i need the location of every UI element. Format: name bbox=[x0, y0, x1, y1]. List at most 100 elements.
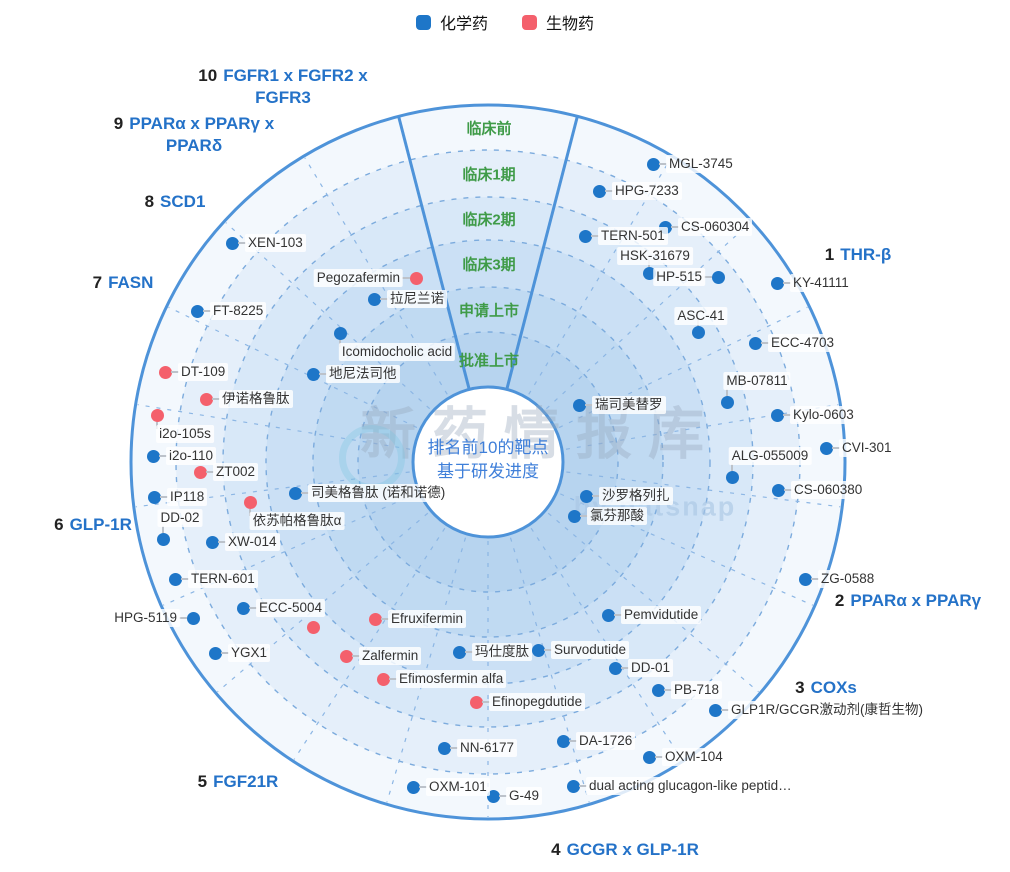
drug-point[interactable] bbox=[487, 790, 500, 803]
drug-label: CVI-301 bbox=[839, 439, 895, 457]
drug-point[interactable] bbox=[593, 185, 606, 198]
drug-label: CS-060304 bbox=[678, 218, 753, 236]
drug-point[interactable] bbox=[726, 471, 739, 484]
drug-point[interactable] bbox=[580, 490, 593, 503]
drug-point[interactable] bbox=[438, 742, 451, 755]
legend-item-bio[interactable]: 生物药 bbox=[522, 10, 594, 34]
center-title-line1: 排名前10的靶点 bbox=[427, 438, 549, 457]
label-connector bbox=[238, 242, 246, 244]
label-connector bbox=[389, 678, 397, 680]
drug-label: Zalfermin bbox=[359, 647, 422, 665]
drug-label: 司美格鲁肽 (诺和诺德) bbox=[308, 484, 449, 502]
stage-label: 临床2期 bbox=[462, 211, 516, 228]
drug-point[interactable] bbox=[709, 704, 722, 717]
drug-label: MGL-3745 bbox=[666, 155, 736, 173]
legend-item-chem[interactable]: 化学药 bbox=[415, 10, 488, 34]
legend: 化学药 生物药 bbox=[0, 10, 1010, 34]
drug-point[interactable] bbox=[200, 393, 213, 406]
drug-point[interactable] bbox=[307, 621, 320, 634]
drug-point[interactable] bbox=[206, 536, 219, 549]
label-connector bbox=[664, 689, 672, 691]
drug-point[interactable] bbox=[169, 573, 182, 586]
drug-point[interactable] bbox=[191, 305, 204, 318]
drug-point[interactable] bbox=[799, 573, 812, 586]
drug-point[interactable] bbox=[579, 230, 592, 243]
drug-label: Pegozafermin bbox=[313, 269, 403, 287]
drug-point[interactable] bbox=[692, 326, 705, 339]
label-connector bbox=[783, 282, 791, 284]
drug-point[interactable] bbox=[568, 510, 581, 523]
drug-point[interactable] bbox=[771, 277, 784, 290]
drug-label: Icomidocholic acid bbox=[338, 343, 456, 361]
label-connector bbox=[450, 747, 458, 749]
drug-point[interactable] bbox=[237, 602, 250, 615]
drug-point[interactable] bbox=[721, 396, 734, 409]
drug-label: DD-01 bbox=[628, 659, 674, 677]
drug-point[interactable] bbox=[820, 442, 833, 455]
drug-point[interactable] bbox=[410, 272, 423, 285]
drug-point[interactable] bbox=[209, 647, 222, 660]
drug-point[interactable] bbox=[557, 735, 570, 748]
drug-label: dual acting glucagon-like peptid… bbox=[586, 777, 795, 795]
drug-label: 依苏帕格鲁肽α bbox=[249, 512, 345, 530]
bio-swatch-icon bbox=[522, 14, 537, 30]
drug-point[interactable] bbox=[643, 751, 656, 764]
drug-point[interactable] bbox=[244, 496, 257, 509]
stage-label: 批准上市 bbox=[458, 352, 520, 369]
drug-point[interactable] bbox=[289, 487, 302, 500]
drug-point[interactable] bbox=[407, 781, 420, 794]
drug-point[interactable] bbox=[194, 466, 207, 479]
label-connector bbox=[319, 373, 327, 375]
label-connector bbox=[592, 495, 600, 497]
drug-point[interactable] bbox=[148, 491, 161, 504]
drug-point[interactable] bbox=[151, 409, 164, 422]
drug-point[interactable] bbox=[749, 337, 762, 350]
drug-point[interactable] bbox=[470, 696, 483, 709]
drug-point[interactable] bbox=[453, 646, 466, 659]
label-connector bbox=[721, 709, 729, 711]
target-label: 6 GLP-1R bbox=[54, 515, 132, 534]
target-label: 4 GCGR x GLP-1R bbox=[551, 840, 699, 859]
drug-point[interactable] bbox=[368, 293, 381, 306]
label-connector bbox=[465, 651, 473, 653]
drug-point[interactable] bbox=[771, 409, 784, 422]
drug-point[interactable] bbox=[307, 368, 320, 381]
label-connector bbox=[218, 541, 226, 543]
label-connector bbox=[783, 414, 791, 416]
drug-point[interactable] bbox=[772, 484, 785, 497]
label-connector bbox=[832, 447, 840, 449]
drug-label: HPG-7233 bbox=[612, 182, 682, 200]
drug-point[interactable] bbox=[573, 399, 586, 412]
drug-point[interactable] bbox=[340, 650, 353, 663]
label-connector bbox=[249, 607, 257, 609]
drug-point[interactable] bbox=[609, 662, 622, 675]
drug-label: IP118 bbox=[167, 488, 208, 506]
drug-point[interactable] bbox=[159, 366, 172, 379]
label-connector bbox=[402, 277, 410, 279]
label-connector bbox=[761, 342, 769, 344]
drug-label: i2o-110 bbox=[166, 447, 217, 465]
drug-point[interactable] bbox=[647, 158, 660, 171]
label-connector bbox=[659, 163, 667, 165]
drug-point[interactable] bbox=[532, 644, 545, 657]
drug-point[interactable] bbox=[377, 673, 390, 686]
drug-point[interactable] bbox=[602, 609, 615, 622]
drug-point[interactable] bbox=[147, 450, 160, 463]
label-connector bbox=[605, 190, 613, 192]
drug-label: 玛仕度肽 bbox=[472, 643, 532, 661]
drug-point[interactable] bbox=[712, 271, 725, 284]
drug-point[interactable] bbox=[643, 267, 656, 280]
drug-point[interactable] bbox=[567, 780, 580, 793]
label-connector bbox=[162, 526, 164, 533]
drug-label: DT-109 bbox=[178, 363, 229, 381]
drug-point[interactable] bbox=[369, 613, 382, 626]
drug-point[interactable] bbox=[157, 533, 170, 546]
drug-point[interactable] bbox=[334, 327, 347, 340]
drug-point[interactable] bbox=[652, 684, 665, 697]
drug-point[interactable] bbox=[187, 612, 200, 625]
drug-label: MB-07811 bbox=[723, 372, 791, 390]
label-connector bbox=[203, 310, 211, 312]
drug-label: KY-41111 bbox=[790, 274, 852, 292]
drug-point[interactable] bbox=[226, 237, 239, 250]
